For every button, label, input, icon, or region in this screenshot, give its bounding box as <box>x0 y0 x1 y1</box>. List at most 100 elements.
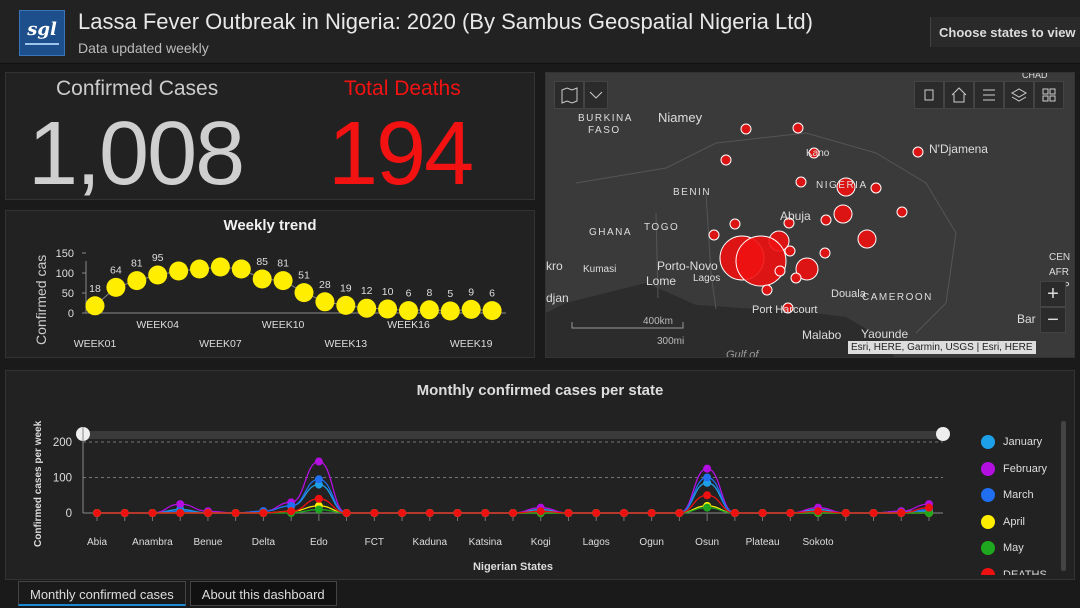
monthly-x-tick-label: Delta <box>252 537 276 548</box>
monthly-point <box>925 503 933 512</box>
case-bubble[interactable] <box>790 272 802 284</box>
map-dropdown-button[interactable] <box>584 81 608 109</box>
monthly-panel: Monthly confirmed cases per state 0 100 20… <box>5 370 1075 580</box>
monthly-point <box>342 509 351 517</box>
case-bubble[interactable] <box>774 265 786 277</box>
map-place-label: Douala <box>831 288 867 300</box>
case-bubble[interactable] <box>870 182 882 194</box>
trend-y-tick-label: 50 <box>62 288 74 300</box>
monthly-point <box>869 509 878 517</box>
map-place-label: TOGO <box>644 222 679 233</box>
legend-scrollbar[interactable] <box>1061 421 1066 571</box>
legend-item[interactable]: DEATHS <box>981 562 1066 575</box>
legend-item[interactable]: January <box>981 429 1066 456</box>
tab-about-dashboard[interactable]: About this dashboard <box>189 581 337 606</box>
monthly-point <box>370 509 379 517</box>
tab-monthly-confirmed-cases[interactable]: Monthly confirmed cases <box>18 581 186 606</box>
weekly-trend-panel: Weekly trend 0 50 100 150 Confirmed cas 18 64 8… <box>5 210 535 358</box>
legend-item[interactable]: March <box>981 482 1066 509</box>
trend-x-tick-label: WEEK01 <box>74 338 117 350</box>
range-slider-track <box>83 431 943 439</box>
case-bubble[interactable] <box>808 147 820 159</box>
map-place-label: GHANA <box>589 227 632 238</box>
dashboard-header: sgl Lassa Fever Outbreak in Nigeria: 202… <box>0 0 1080 64</box>
trend-data-label: 6 <box>489 288 495 300</box>
case-bubble[interactable] <box>820 214 832 226</box>
case-bubble[interactable] <box>795 176 807 188</box>
monthly-y-tick-label: 100 <box>53 473 72 485</box>
case-bubble[interactable] <box>729 218 741 230</box>
basemap-gallery-button[interactable] <box>1034 81 1064 109</box>
monthly-chart: 0 100 200 Abia Anambra Benue Delta Edo FCT Kaduna… <box>33 420 950 573</box>
monthly-x-axis-label: Nigerian States <box>473 561 553 573</box>
case-bubble[interactable] <box>819 247 831 259</box>
map-panel[interactable]: BURKINA FASO Niamey Kano NIGERIA N'Djamena BEN… <box>545 72 1075 358</box>
grid-icon <box>1042 88 1056 102</box>
monthly-point <box>814 507 823 516</box>
trend-point <box>482 301 502 321</box>
monthly-x-tick-label: Anambra <box>132 537 173 548</box>
confirmed-cases-value: 1,008 <box>28 104 245 204</box>
case-bubble[interactable] <box>857 229 877 249</box>
legend-button[interactable] <box>974 81 1004 109</box>
case-bubble[interactable] <box>735 235 787 287</box>
coastline-ocean <box>546 283 895 357</box>
legend-item[interactable]: April <box>981 509 1066 536</box>
case-bubble[interactable] <box>912 146 924 158</box>
monthly-point <box>287 507 296 516</box>
monthly-point <box>120 509 129 517</box>
case-bubble[interactable] <box>836 177 856 197</box>
map-place-label: Lome <box>646 274 676 288</box>
trend-x-tick-label: WEEK10 <box>262 319 305 331</box>
case-bubbles[interactable] <box>708 122 924 314</box>
monthly-point <box>592 509 601 517</box>
case-bubble[interactable] <box>720 154 732 166</box>
bottom-tabs: Monthly confirmed cases About this dashb… <box>18 581 341 608</box>
monthly-point <box>481 509 490 517</box>
trend-point <box>127 271 147 291</box>
monthly-point <box>231 509 240 517</box>
trend-point <box>273 271 293 291</box>
case-bubble[interactable] <box>708 229 720 241</box>
legend-item[interactable]: May <box>981 535 1066 562</box>
case-bubble[interactable] <box>782 302 794 314</box>
trend-y-axis-label: Confirmed cas <box>33 255 49 345</box>
square-icon <box>924 89 934 101</box>
select-tool-button[interactable] <box>914 81 944 109</box>
monthly-point <box>536 507 545 516</box>
case-bubble[interactable] <box>784 245 796 257</box>
monthly-series <box>93 457 933 517</box>
choose-states-button[interactable]: Choose states to view <box>930 17 1080 47</box>
zoom-out-button[interactable]: − <box>1040 307 1066 333</box>
case-bubble[interactable] <box>783 217 795 229</box>
case-bubble[interactable] <box>761 284 773 296</box>
case-bubble[interactable] <box>833 204 853 224</box>
border-line <box>705 192 717 310</box>
map-place-label: CEN <box>1049 252 1070 263</box>
layers-button[interactable] <box>1004 81 1034 109</box>
trend-point <box>399 301 418 321</box>
legend-swatch <box>981 435 995 450</box>
map-place-label: Lagos <box>693 273 720 284</box>
trend-data-label: 6 <box>406 288 412 300</box>
home-button[interactable] <box>944 81 974 109</box>
monthly-point <box>675 509 684 517</box>
case-bubble[interactable] <box>896 206 908 218</box>
basemap-button[interactable] <box>554 81 584 109</box>
land-mass <box>546 73 1074 357</box>
monthly-point <box>841 509 850 517</box>
trend-data-label: 85 <box>256 256 268 268</box>
range-slider-handle-right[interactable] <box>936 427 950 441</box>
trend-x-tick-label: WEEK19 <box>450 338 493 350</box>
monthly-y-tick-label: 0 <box>66 508 72 520</box>
case-bubble[interactable] <box>792 122 804 134</box>
legend-label: April <box>1003 515 1026 528</box>
trend-data-label: 64 <box>110 264 122 276</box>
map-place-label: FASO <box>588 125 621 136</box>
legend-item[interactable]: February <box>981 456 1066 483</box>
case-bubble[interactable] <box>740 123 752 135</box>
zoom-in-button[interactable]: + <box>1040 281 1066 307</box>
case-bubble[interactable] <box>795 257 819 281</box>
trend-point <box>252 269 272 289</box>
